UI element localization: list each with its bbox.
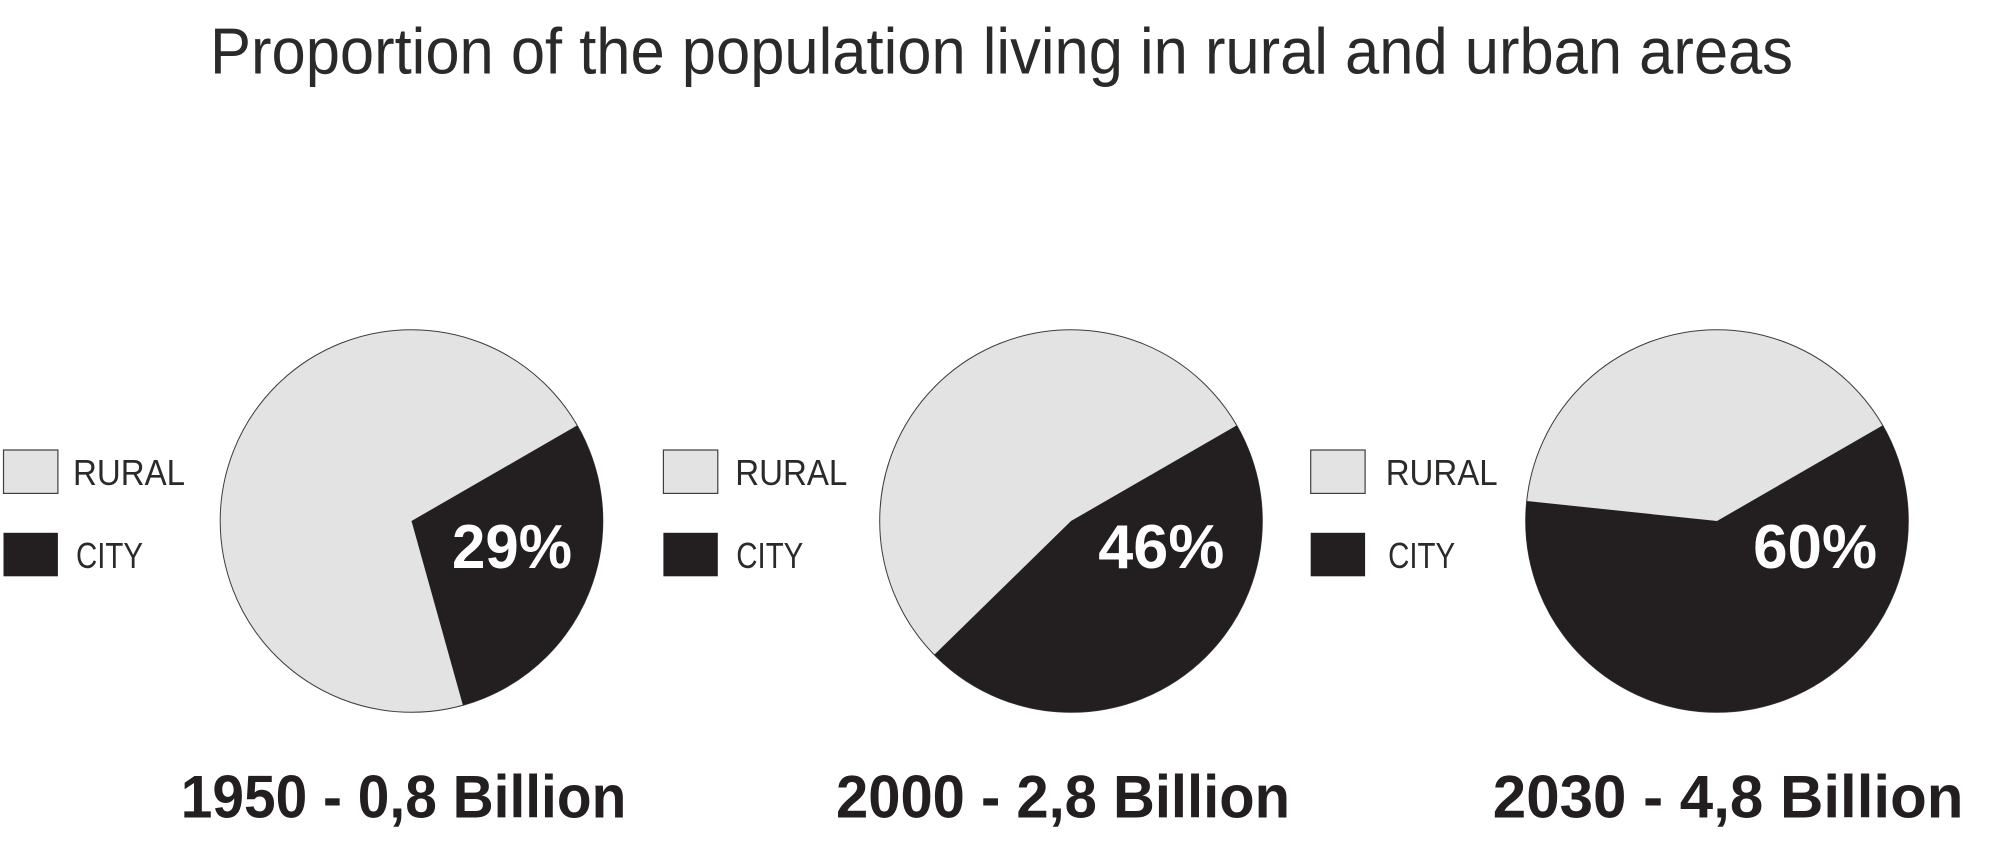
svg-text:RURAL: RURAL	[1386, 452, 1498, 493]
svg-text:CITY: CITY	[76, 535, 143, 576]
svg-text:60%: 60%	[1753, 513, 1877, 582]
svg-text:2030 - 4,8 Billion: 2030 - 4,8 Billion	[1493, 762, 1964, 830]
svg-text:46%: 46%	[1098, 513, 1224, 582]
svg-text:RURAL: RURAL	[73, 452, 185, 493]
svg-text:CITY: CITY	[1388, 535, 1455, 576]
svg-text:RURAL: RURAL	[735, 452, 847, 493]
svg-text:CITY: CITY	[736, 535, 803, 576]
svg-text:1950 - 0,8 Billion: 1950 - 0,8 Billion	[181, 762, 627, 830]
svg-text:29%: 29%	[452, 513, 572, 582]
svg-text:Proportion of the population l: Proportion of the population living in r…	[210, 15, 1793, 87]
svg-text:2000 - 2,8 Billion: 2000 - 2,8 Billion	[836, 762, 1290, 830]
